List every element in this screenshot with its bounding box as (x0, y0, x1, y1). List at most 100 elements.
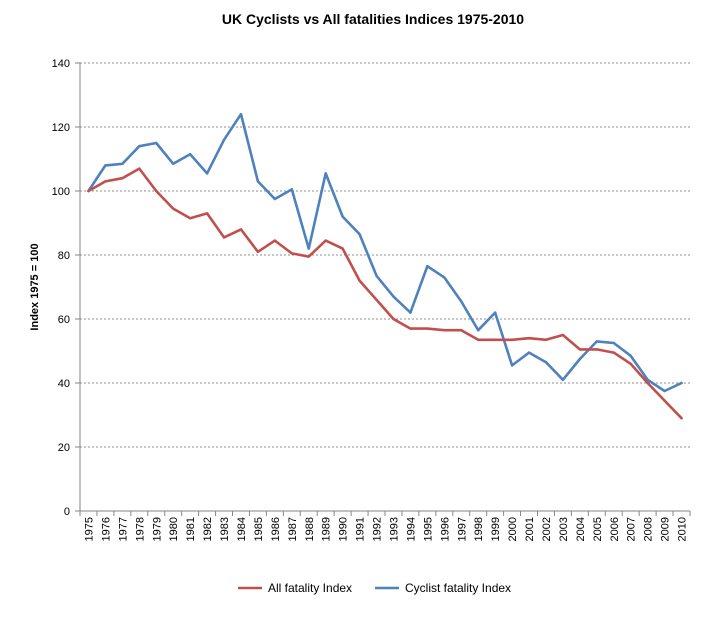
data-point (87, 189, 90, 193)
x-tick-label: 1977 (117, 517, 129, 541)
x-tick-label: 2006 (609, 517, 621, 541)
x-tick-label: 1982 (202, 517, 214, 541)
y-tick-label: 100 (52, 186, 70, 198)
data-point (205, 172, 209, 175)
x-tick-label: 1991 (355, 517, 367, 541)
x-tick-label: 1999 (490, 517, 502, 541)
data-point (155, 189, 158, 193)
gridlines (80, 62, 690, 448)
x-tick-label: 1985 (253, 517, 265, 541)
data-point (138, 145, 141, 148)
legend-label: All fatality Index (268, 581, 352, 595)
data-point (510, 364, 514, 367)
data-point (324, 172, 327, 175)
data-point (138, 167, 141, 170)
data-point (104, 180, 107, 183)
data-point (188, 153, 192, 156)
x-tick-label: 2009 (660, 517, 672, 541)
series-lines (87, 112, 683, 420)
data-point (443, 329, 446, 332)
x-tick-label: 2007 (626, 517, 638, 541)
data-point (290, 252, 294, 255)
data-point (578, 357, 582, 361)
data-point (307, 255, 310, 258)
data-point (205, 212, 209, 215)
x-tick-label: 2010 (677, 517, 689, 541)
series-line-all-fatality-index (87, 167, 683, 420)
x-tick-label: 2002 (541, 517, 553, 541)
y-tick-label: 0 (64, 506, 70, 518)
x-tick-label: 1990 (338, 517, 350, 541)
x-tick-label: 2001 (524, 517, 536, 541)
data-point (341, 215, 344, 218)
data-point (663, 389, 666, 393)
data-point (646, 381, 649, 385)
x-tick-label: 1979 (151, 517, 163, 541)
y-tick-label: 20 (58, 442, 70, 454)
data-point (595, 340, 599, 343)
data-point (426, 265, 429, 268)
y-tick-labels: 0 20 40 60 80 100 120 140 (52, 58, 70, 518)
data-point (171, 207, 175, 210)
x-tick-label: 1984 (236, 517, 248, 541)
data-point (409, 311, 412, 314)
data-point (222, 236, 226, 239)
x-tick-labels: 1975 1976 1977 1978 1979 1980 1981 1982 1983 1984… (83, 517, 688, 541)
data-point (104, 164, 107, 167)
x-tick-label: 2005 (592, 517, 604, 541)
data-point (460, 329, 463, 332)
data-point (324, 239, 327, 242)
series-line-cyclist-fatality-index (87, 112, 683, 393)
x-tick-label: 1987 (287, 517, 299, 541)
data-point (307, 247, 310, 250)
data-point (510, 338, 514, 341)
x-tick-label: 1994 (405, 517, 417, 541)
data-point (527, 351, 531, 354)
data-point (680, 381, 683, 385)
data-point (680, 417, 683, 420)
data-point (239, 113, 243, 116)
data-point (493, 311, 497, 314)
legend-item: Cyclist fatality Index (375, 581, 511, 595)
data-point (121, 162, 124, 165)
data-point (578, 348, 582, 351)
data-point (527, 337, 531, 340)
data-point (375, 298, 378, 301)
y-tick-label: 60 (58, 314, 70, 326)
x-tick-label: 1989 (321, 517, 333, 541)
data-point (595, 348, 599, 351)
x-tick-label: 2004 (575, 517, 587, 541)
x-tick-label: 2000 (507, 517, 519, 541)
data-point (476, 338, 480, 341)
data-point (256, 180, 260, 183)
data-point (273, 197, 277, 201)
data-point (612, 341, 615, 345)
data-point (409, 327, 412, 330)
data-point (493, 338, 497, 341)
x-tick-label: 1978 (134, 517, 146, 541)
data-point (561, 333, 565, 337)
data-point (188, 217, 192, 220)
legend: All fatality Index Cyclist fatality Index (238, 581, 511, 595)
data-point (561, 378, 565, 381)
legend-item: All fatality Index (238, 581, 352, 595)
axes (75, 62, 691, 516)
data-point (460, 300, 463, 303)
y-tick-label: 40 (58, 378, 70, 390)
data-point (341, 247, 344, 250)
x-tick-label: 1998 (473, 517, 485, 541)
x-tick-label: 1993 (388, 517, 400, 541)
data-point (629, 362, 632, 365)
x-tick-label: 2003 (558, 517, 570, 541)
data-point (426, 327, 429, 330)
data-point (544, 361, 548, 364)
data-point (155, 141, 158, 145)
legend-label: Cyclist fatality Index (405, 581, 511, 595)
data-point (629, 354, 632, 357)
data-point (171, 162, 175, 165)
x-tick-label: 2008 (643, 517, 655, 541)
y-axis-label: Index 1975 = 100 (29, 243, 41, 330)
data-point (476, 329, 480, 332)
